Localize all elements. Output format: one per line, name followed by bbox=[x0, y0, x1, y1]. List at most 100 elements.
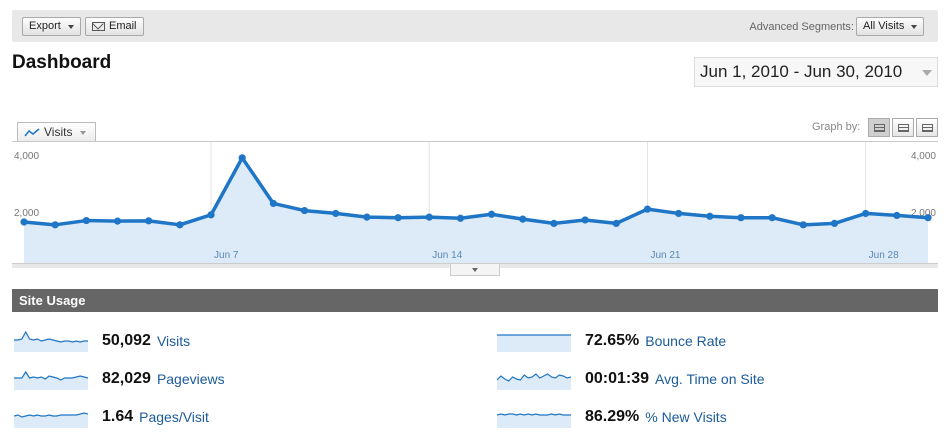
sparkline-area bbox=[14, 332, 88, 352]
page-title: Dashboard bbox=[12, 52, 112, 73]
graph-by-month-button[interactable] bbox=[916, 118, 938, 137]
sparkline-area bbox=[497, 374, 571, 390]
data-point bbox=[269, 199, 277, 208]
data-point bbox=[145, 217, 153, 225]
stat-pages-per-visit: 1.64 Pages/Visit bbox=[14, 406, 209, 428]
stat-value: 72.65% bbox=[585, 332, 640, 349]
data-point bbox=[737, 214, 745, 222]
data-point bbox=[830, 219, 839, 227]
site-usage-header: Site Usage bbox=[12, 289, 938, 312]
pages-visit-link[interactable]: Pages/Visit bbox=[139, 409, 209, 425]
data-point bbox=[207, 211, 215, 219]
data-point bbox=[924, 214, 932, 222]
line-chart-icon bbox=[24, 127, 40, 136]
data-point bbox=[425, 213, 433, 221]
avg-time-sparkline bbox=[497, 373, 571, 390]
data-point bbox=[51, 221, 59, 229]
sparkline-area bbox=[497, 335, 571, 352]
date-range-picker[interactable]: Jun 1, 2010 - Jun 30, 2010 bbox=[694, 57, 938, 87]
x-tick-label: Jun 21 bbox=[650, 250, 680, 261]
data-point bbox=[893, 211, 901, 220]
graph-by-label: Graph by: bbox=[812, 121, 861, 133]
graph-by-week-button[interactable] bbox=[892, 118, 914, 137]
segments-value: All Visits bbox=[863, 20, 905, 32]
sparkline-area bbox=[14, 372, 88, 390]
chevron-down-icon bbox=[911, 24, 918, 29]
visits-area bbox=[24, 157, 928, 263]
x-tick-label: Jun 28 bbox=[869, 250, 899, 261]
segments-select[interactable]: All Visits bbox=[856, 17, 925, 36]
data-point bbox=[300, 206, 309, 215]
pages-visit-sparkline bbox=[14, 412, 88, 428]
data-point bbox=[238, 154, 246, 162]
stat-value: 1.64 bbox=[102, 408, 134, 425]
data-point bbox=[799, 221, 807, 229]
data-point bbox=[675, 209, 683, 218]
stat-value: 82,029 bbox=[102, 370, 151, 387]
x-tick-label: Jun 7 bbox=[214, 250, 239, 261]
email-button[interactable]: Email bbox=[85, 17, 144, 36]
toolbar: Export Email Advanced Segments: All Visi… bbox=[12, 10, 938, 42]
data-point bbox=[20, 218, 28, 226]
data-point bbox=[487, 210, 496, 218]
data-point bbox=[706, 212, 714, 220]
chart-area bbox=[12, 141, 938, 268]
stat-bounce-rate: 72.65% Bounce Rate bbox=[497, 330, 726, 352]
week-icon bbox=[898, 124, 909, 132]
graph-by-day-button[interactable] bbox=[868, 118, 890, 137]
bounce-rate-sparkline bbox=[497, 334, 571, 352]
data-point bbox=[519, 215, 527, 223]
metric-select-tab[interactable]: Visits bbox=[17, 122, 96, 142]
data-point bbox=[82, 216, 90, 225]
export-button[interactable]: Export bbox=[22, 17, 81, 36]
stat-avg-time: 00:01:39 Avg. Time on Site bbox=[497, 368, 765, 390]
data-point bbox=[768, 214, 776, 222]
sparkline-line bbox=[497, 413, 571, 416]
visits-link[interactable]: Visits bbox=[156, 333, 191, 349]
sparkline-area bbox=[14, 413, 88, 428]
new-visits-link[interactable]: % New Visits bbox=[645, 409, 727, 425]
sparkline-line bbox=[497, 373, 571, 382]
data-point bbox=[643, 205, 652, 213]
stat-pageviews: 82,029 Pageviews bbox=[14, 368, 225, 390]
collapse-chart-handle[interactable] bbox=[450, 264, 500, 276]
month-icon bbox=[922, 124, 933, 132]
sparkline-line bbox=[14, 370, 88, 381]
stat-new-visits: 86.29% % New Visits bbox=[497, 406, 727, 428]
data-point bbox=[550, 219, 558, 227]
chevron-down-icon bbox=[80, 130, 87, 135]
sparkline-area bbox=[497, 414, 571, 428]
data-point bbox=[363, 213, 371, 221]
data-point bbox=[612, 219, 620, 227]
visits-line bbox=[23, 156, 929, 227]
advanced-segments-label: Advanced Segments: bbox=[749, 21, 854, 33]
y-tick-label-right: 2,000 bbox=[911, 208, 936, 219]
data-point bbox=[862, 209, 870, 218]
y-tick-label-left: 2,000 bbox=[14, 208, 39, 219]
chevron-down-icon bbox=[67, 24, 74, 29]
data-point bbox=[113, 217, 122, 225]
envelope-icon bbox=[92, 22, 105, 31]
export-label: Export bbox=[29, 20, 61, 32]
y-tick-label-left: 4,000 bbox=[14, 151, 39, 162]
new-visits-sparkline bbox=[497, 413, 571, 428]
sparkline-line bbox=[14, 330, 88, 343]
data-point bbox=[581, 216, 589, 224]
avg-time-link[interactable]: Avg. Time on Site bbox=[655, 371, 765, 387]
data-point bbox=[332, 209, 340, 218]
y-tick-label-right: 4,000 bbox=[911, 151, 936, 162]
email-label: Email bbox=[109, 20, 137, 32]
metric-tab-label: Visits bbox=[44, 125, 73, 139]
pageviews-sparkline bbox=[14, 370, 88, 390]
stat-value: 50,092 bbox=[102, 332, 151, 349]
stat-value: 00:01:39 bbox=[585, 370, 650, 387]
bounce-rate-link[interactable]: Bounce Rate bbox=[645, 333, 727, 349]
day-icon bbox=[874, 124, 885, 132]
chevron-down-icon bbox=[922, 70, 932, 76]
date-range-value: Jun 1, 2010 - Jun 30, 2010 bbox=[700, 62, 903, 81]
stat-value: 86.29% bbox=[585, 408, 640, 425]
data-point bbox=[176, 221, 184, 229]
pageviews-link[interactable]: Pageviews bbox=[156, 371, 225, 387]
stat-visits: 50,092 Visits bbox=[14, 330, 190, 352]
